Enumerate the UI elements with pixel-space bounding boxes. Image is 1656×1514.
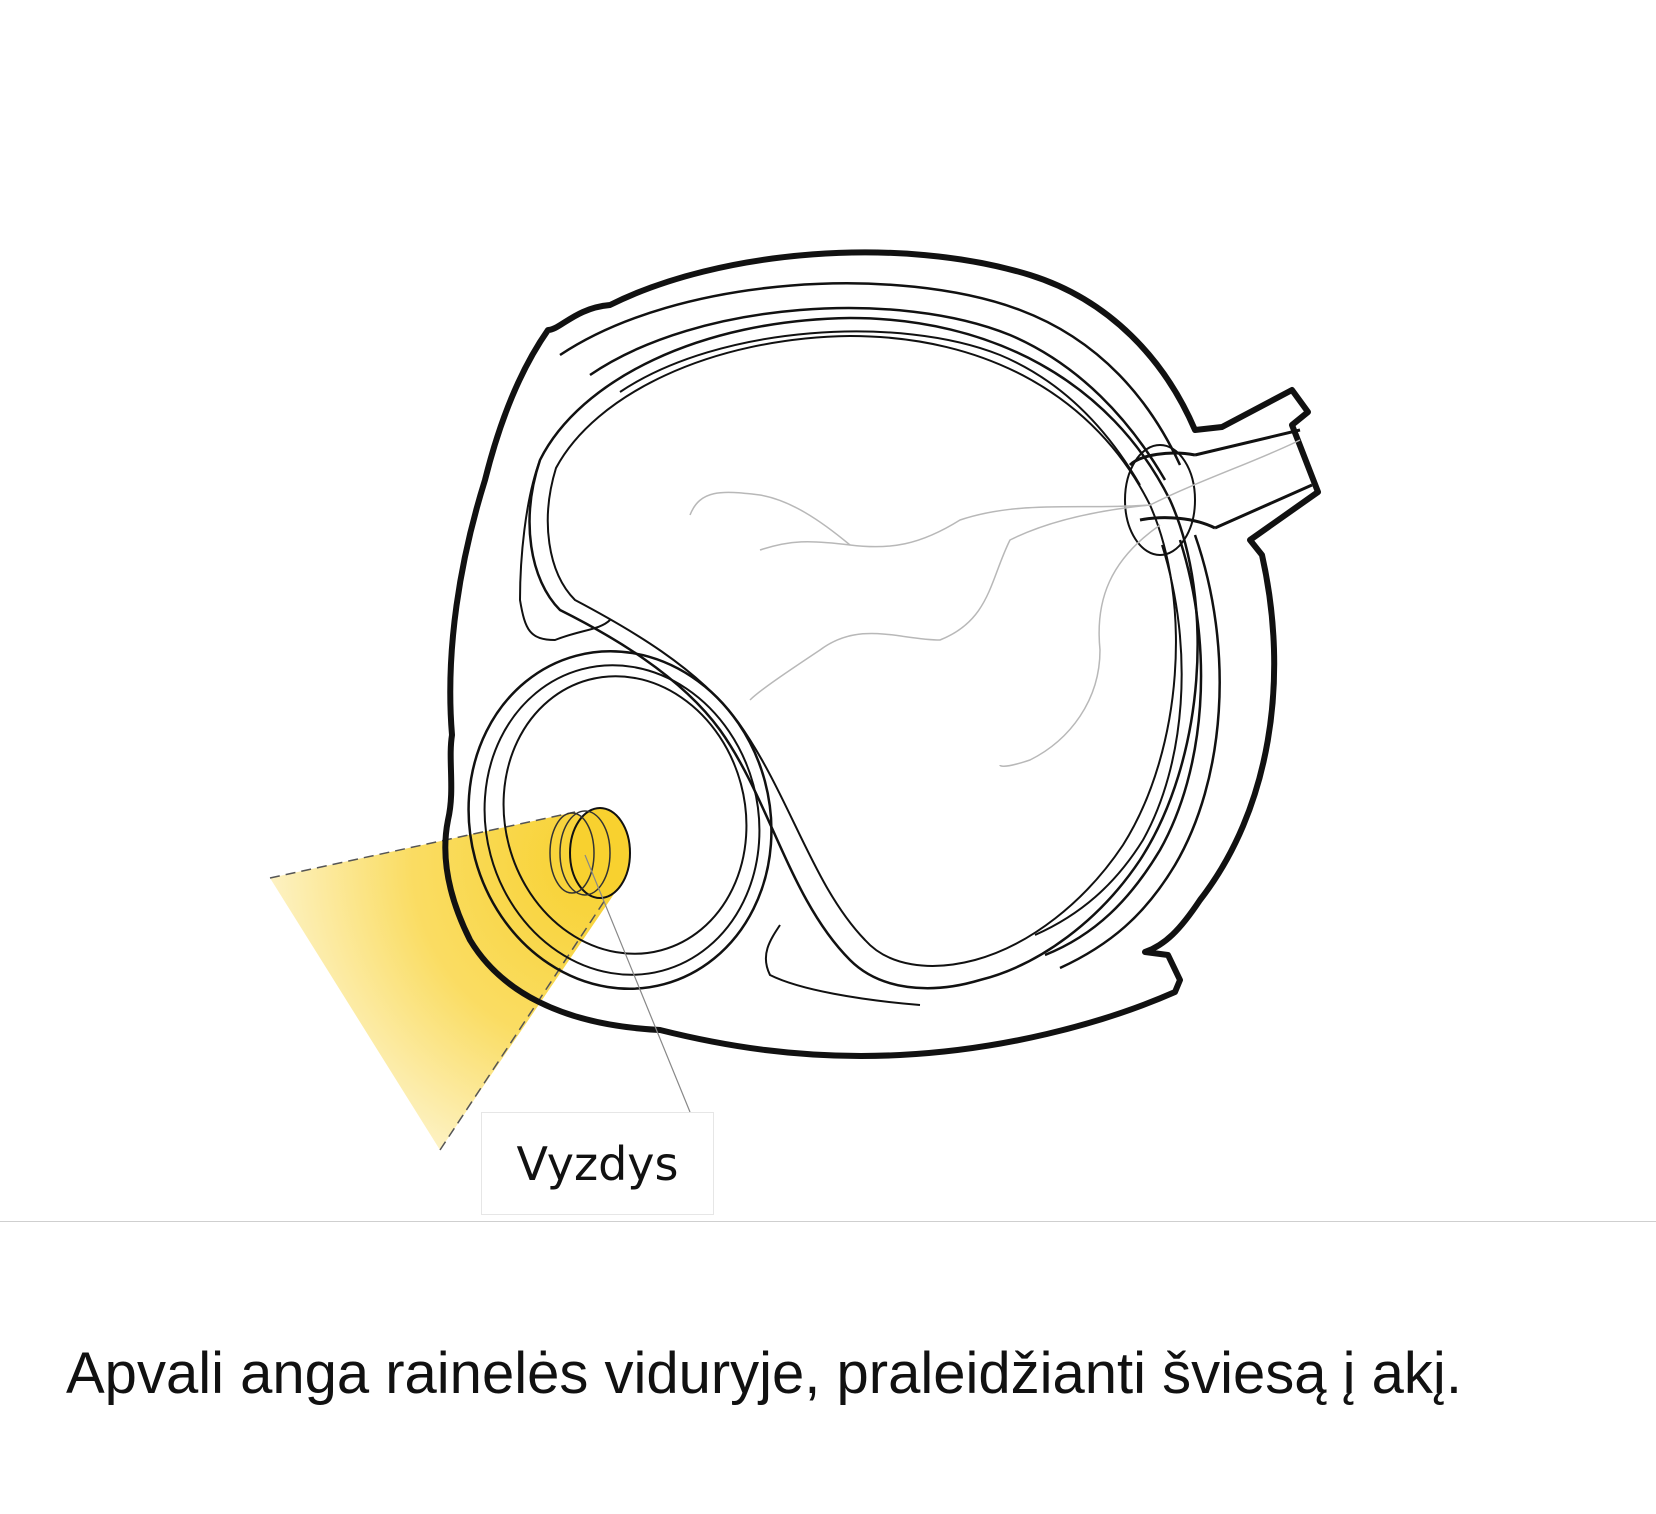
light-beam-edge-top: [269, 811, 576, 879]
pupil-highlight: [569, 807, 631, 899]
lens-inner: [502, 675, 748, 955]
ciliary-body-top: [518, 459, 611, 642]
callout-label-box: Vyzdys: [481, 1112, 714, 1215]
lens-mid: [483, 664, 761, 976]
optic-disc: [1124, 444, 1196, 556]
light-beam-edge-bottom: [439, 899, 606, 1151]
vitreous-body: [528, 316, 1199, 990]
optic-nerve: [1128, 428, 1313, 530]
sclera-outline: [442, 249, 1321, 1059]
pupil-ring-2: [549, 812, 595, 894]
vitreous-body-inner: [546, 334, 1177, 967]
caption-panel: Apvali anga rainelės viduryje, praleidži…: [0, 1221, 1656, 1514]
choroid-layer: [559, 282, 1221, 970]
pupil-ring-1: [559, 810, 611, 896]
retina-layer: [589, 306, 1203, 957]
label-leader-line: [584, 854, 691, 1113]
retina-inner: [619, 330, 1183, 936]
lens-outer: [467, 650, 773, 990]
ciliary-body-bottom: [764, 924, 921, 1006]
caption-text: Apvali anga rainelės viduryje, praleidži…: [66, 1341, 1462, 1406]
blood-vessels: [689, 439, 1301, 767]
callout-label: Vyzdys: [516, 1136, 679, 1191]
